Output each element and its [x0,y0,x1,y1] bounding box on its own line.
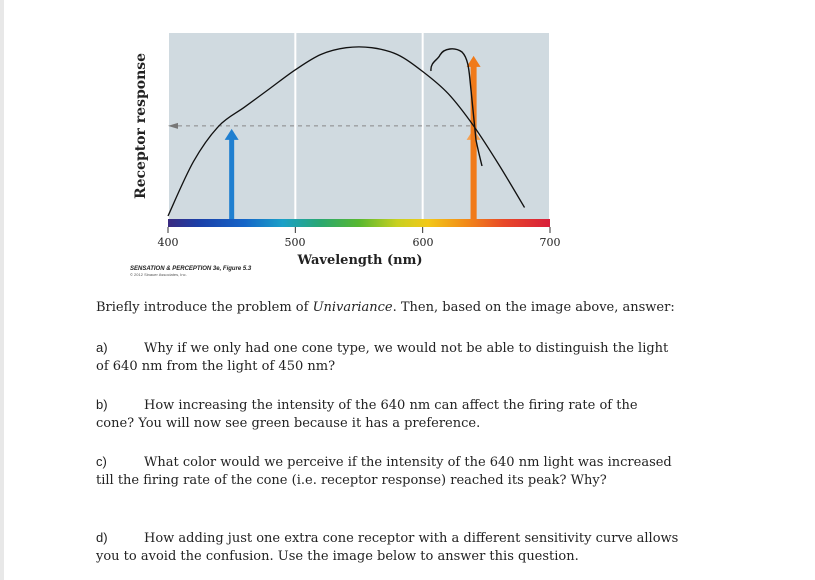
question-label: c) [96,454,107,469]
tick-marks [167,227,551,233]
arrow-shaft [229,138,235,219]
x-tick-label: 600 [413,236,434,249]
arrow-head [224,128,239,140]
question-c: c) What color would we perceive if the in… [96,453,776,490]
y-axis-label: Receptor response [133,53,149,199]
question-text-cont: cone? You will now see green because it … [96,416,481,431]
caption-copyright: © 2012 Sinauer Associates, Inc. [130,272,187,277]
arrow-shaft [470,65,477,220]
question-text: What color would we perceive if the inte… [144,455,672,470]
intro-term: Univariance [312,300,393,315]
question-label: b) [96,397,108,412]
question-label: a) [96,340,108,355]
question-d: d) How adding just one extra cone recepto… [96,529,776,566]
intro-paragraph: Briefly introduce the problem of Univari… [96,299,796,317]
x-tick-label: 400 [158,236,179,249]
question-text: Why if we only had one cone type, we wou… [144,341,669,356]
gridlines [167,33,551,219]
response-curve [167,46,526,217]
x-axis-label: Wavelength (nm) [297,253,423,268]
overlay-sketch-curve [430,48,483,167]
question-text-cont: till the firing rate of the cone (i.e. r… [96,473,607,488]
spectrum-bar [168,219,550,227]
x-tick-label: 700 [540,236,561,249]
x-tick-label: 500 [285,236,306,249]
dashed-arrowhead [168,122,178,129]
figure-caption: SENSATION & PERCEPTION 3e, Figure 5.3 © … [130,266,251,278]
blue-light-arrow [224,128,239,219]
question-label: d) [96,530,108,545]
caption-title: SENSATION & PERCEPTION 3e, Figure 5.3 [130,266,252,272]
intro-prefix: Briefly introduce the problem of [96,300,313,315]
question-text: How adding just one extra cone receptor … [144,531,679,546]
page-edge [0,0,4,580]
plot-panel [168,33,550,219]
arrow-head [466,55,481,67]
question-a: a) Why if we only had one cone type, we w… [96,339,776,376]
question-text: How increasing the intensity of the 640 … [144,398,638,413]
question-b: b) How increasing the intensity of the 64… [96,396,776,433]
orange-light-arrow-intense [466,55,481,220]
question-text-cont: you to avoid the confusion. Use the imag… [96,549,579,564]
question-text-cont: of 640 nm from the light of 450 nm? [96,359,336,374]
spectral-sensitivity-figure: Receptor response 400 500 600 700 Wavele… [133,33,561,268]
intro-suffix: . Then, based on the image above, answer… [392,300,675,315]
